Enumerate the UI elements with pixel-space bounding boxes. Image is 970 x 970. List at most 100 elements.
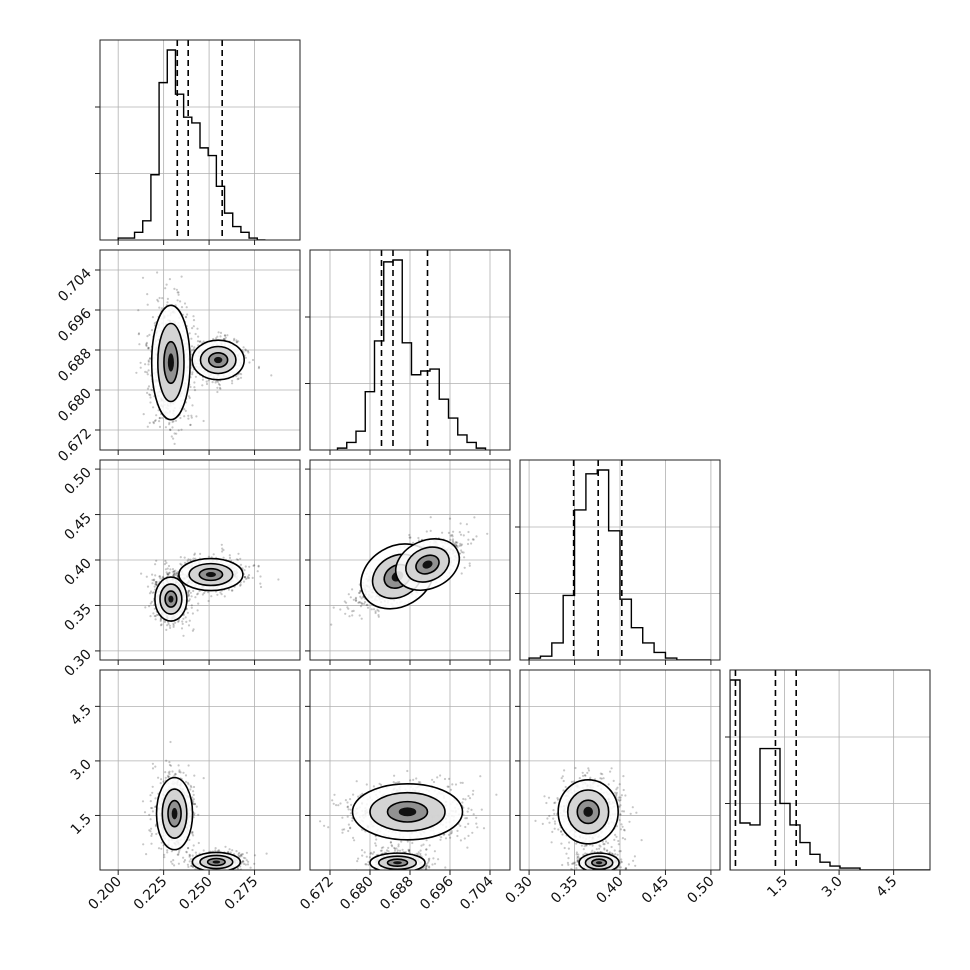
scatter-point <box>412 541 415 545</box>
scatter-point <box>210 595 213 598</box>
scatter-point <box>207 555 210 558</box>
scatter-point <box>202 340 205 343</box>
scatter-point <box>238 873 240 875</box>
scatter-point <box>171 570 174 573</box>
scatter-point <box>173 287 176 290</box>
scatter-point <box>239 557 242 560</box>
scatter-point <box>169 568 172 571</box>
scatter-point <box>247 860 250 863</box>
contour-line <box>405 546 450 583</box>
scatter-point <box>160 778 163 781</box>
scatter-point <box>187 589 190 592</box>
histogram-bin <box>458 435 467 450</box>
histogram-bin <box>192 123 200 240</box>
histogram-bin <box>216 186 224 240</box>
contour-line <box>164 590 178 608</box>
scatter-point <box>151 389 154 392</box>
contour-line <box>198 567 224 582</box>
scatter-point <box>247 576 251 580</box>
scatter-point <box>376 608 379 612</box>
histogram-bin <box>760 749 770 870</box>
scatter-point <box>201 378 204 381</box>
scatter-point <box>224 336 227 339</box>
scatter-point <box>408 536 411 539</box>
scatter-point <box>218 872 220 874</box>
scatter-point <box>146 425 149 428</box>
histogram-bin <box>159 83 167 240</box>
scatter-point <box>159 618 162 621</box>
scatter-point <box>153 805 157 809</box>
scatter-point <box>360 597 363 600</box>
scatter-point <box>156 298 159 301</box>
scatter-point <box>164 568 167 571</box>
scatter-point <box>165 561 168 565</box>
scatter-point <box>188 332 191 335</box>
scatter-point <box>361 602 364 606</box>
scatter-point <box>221 547 224 550</box>
contour-line <box>199 345 237 375</box>
scatter-point <box>169 428 172 432</box>
scatter-point <box>172 574 175 577</box>
scatter-point <box>463 566 466 569</box>
scatter-point <box>166 624 169 627</box>
scatter-point <box>192 628 195 631</box>
histogram-bin <box>609 531 620 660</box>
histogram-bin <box>810 854 820 870</box>
scatter-point <box>207 379 210 382</box>
scatter-point <box>161 297 164 300</box>
scatter-point <box>191 373 194 376</box>
scatter-point <box>190 349 194 352</box>
scatter-point <box>144 370 147 373</box>
scatter-point <box>242 580 246 583</box>
scatter-point <box>146 373 149 376</box>
scatter-point <box>177 291 180 294</box>
scatter-point <box>245 859 248 862</box>
scatter-point <box>164 287 167 290</box>
scatter-point <box>359 595 362 598</box>
scatter-point <box>190 604 193 607</box>
scatter-point <box>222 871 224 873</box>
scatter-point <box>466 542 470 546</box>
scatter-point <box>188 395 191 398</box>
scatter-point <box>201 593 204 596</box>
scatter-point <box>153 607 156 610</box>
scatter-point <box>256 570 259 573</box>
scatter-point <box>160 847 163 850</box>
scatter-point <box>190 831 193 834</box>
scatter-point <box>223 334 227 337</box>
y-tick-label: 0.50 <box>61 465 94 498</box>
scatter-point <box>147 363 150 366</box>
histogram-bin <box>421 371 430 450</box>
scatter-point <box>449 538 452 541</box>
scatter-point <box>147 369 150 372</box>
scatter-point <box>191 371 194 374</box>
scatter-point <box>155 414 158 417</box>
scatter-point <box>166 572 169 575</box>
contour-line <box>154 576 188 622</box>
scatter-point <box>186 559 189 563</box>
scatter-point <box>196 609 199 612</box>
scatter-point <box>177 620 180 623</box>
scatter-point <box>429 516 432 519</box>
scatter-point <box>461 551 464 554</box>
scatter-point <box>160 307 164 310</box>
scatter-point <box>187 417 190 420</box>
scatter-point <box>185 306 188 309</box>
scatter-point <box>191 327 194 330</box>
scatter-point <box>187 783 190 786</box>
scatter-point <box>188 838 191 842</box>
scatter-point <box>183 860 186 863</box>
histogram-bin <box>143 221 151 240</box>
scatter-point <box>190 414 193 417</box>
scatter-point <box>190 595 193 598</box>
scatter-point <box>245 851 248 854</box>
histogram-bin <box>800 843 810 870</box>
scatter-point <box>456 541 459 544</box>
scatter-point <box>190 353 193 356</box>
scatter-point <box>195 805 198 808</box>
scatter-point <box>270 374 273 377</box>
scatter-point <box>468 564 471 567</box>
scatter-point <box>348 615 351 618</box>
scatter-point <box>180 627 184 630</box>
scatter-point <box>184 409 187 412</box>
